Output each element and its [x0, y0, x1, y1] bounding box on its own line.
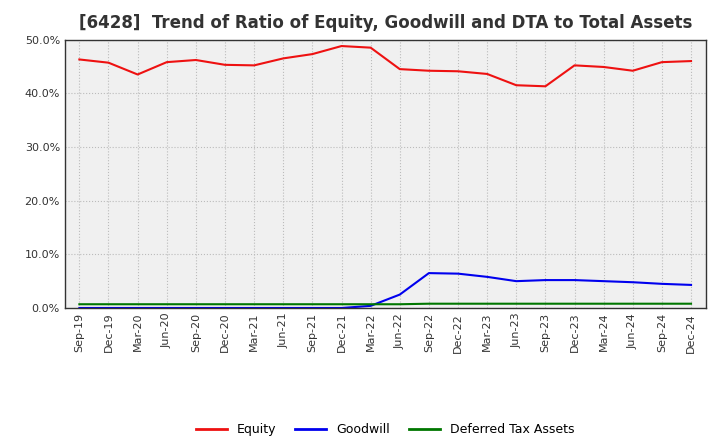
- Deferred Tax Assets: [133, 301, 142, 307]
- Line: Equity: Equity: [79, 46, 691, 86]
- Equity: [657, 59, 666, 65]
- Deferred Tax Assets: [366, 301, 375, 307]
- Deferred Tax Assets: [512, 301, 521, 306]
- Goodwill: [512, 279, 521, 284]
- Equity: [75, 57, 84, 62]
- Equity: [163, 59, 171, 65]
- Equity: [337, 44, 346, 49]
- Goodwill: [104, 305, 113, 311]
- Deferred Tax Assets: [308, 301, 317, 307]
- Equity: [133, 72, 142, 77]
- Equity: [192, 57, 200, 62]
- Goodwill: [163, 305, 171, 311]
- Deferred Tax Assets: [454, 301, 462, 306]
- Goodwill: [337, 305, 346, 311]
- Deferred Tax Assets: [104, 301, 113, 307]
- Goodwill: [75, 305, 84, 311]
- Equity: [599, 64, 608, 70]
- Equity: [425, 68, 433, 73]
- Goodwill: [657, 281, 666, 286]
- Equity: [250, 63, 258, 68]
- Goodwill: [541, 278, 550, 283]
- Equity: [279, 56, 287, 61]
- Goodwill: [220, 305, 229, 311]
- Equity: [104, 60, 113, 65]
- Goodwill: [250, 305, 258, 311]
- Equity: [395, 66, 404, 72]
- Goodwill: [599, 279, 608, 284]
- Line: Goodwill: Goodwill: [79, 273, 691, 308]
- Goodwill: [133, 305, 142, 311]
- Deferred Tax Assets: [220, 301, 229, 307]
- Equity: [454, 69, 462, 74]
- Deferred Tax Assets: [192, 301, 200, 307]
- Deferred Tax Assets: [599, 301, 608, 306]
- Deferred Tax Assets: [687, 301, 696, 306]
- Equity: [570, 63, 579, 68]
- Goodwill: [483, 274, 492, 279]
- Goodwill: [192, 305, 200, 311]
- Goodwill: [454, 271, 462, 276]
- Goodwill: [570, 278, 579, 283]
- Equity: [220, 62, 229, 67]
- Deferred Tax Assets: [570, 301, 579, 306]
- Deferred Tax Assets: [657, 301, 666, 306]
- Goodwill: [279, 305, 287, 311]
- Equity: [308, 51, 317, 57]
- Deferred Tax Assets: [395, 301, 404, 307]
- Equity: [629, 68, 637, 73]
- Goodwill: [629, 279, 637, 285]
- Equity: [687, 59, 696, 64]
- Goodwill: [425, 271, 433, 276]
- Equity: [483, 71, 492, 77]
- Equity: [512, 83, 521, 88]
- Deferred Tax Assets: [75, 301, 84, 307]
- Deferred Tax Assets: [541, 301, 550, 306]
- Deferred Tax Assets: [279, 301, 287, 307]
- Goodwill: [395, 292, 404, 297]
- Title: [6428]  Trend of Ratio of Equity, Goodwill and DTA to Total Assets: [6428] Trend of Ratio of Equity, Goodwil…: [78, 15, 692, 33]
- Equity: [541, 84, 550, 89]
- Equity: [366, 45, 375, 50]
- Goodwill: [366, 303, 375, 308]
- Goodwill: [687, 282, 696, 288]
- Deferred Tax Assets: [425, 301, 433, 306]
- Deferred Tax Assets: [163, 301, 171, 307]
- Legend: Equity, Goodwill, Deferred Tax Assets: Equity, Goodwill, Deferred Tax Assets: [191, 418, 580, 440]
- Deferred Tax Assets: [629, 301, 637, 306]
- Deferred Tax Assets: [337, 301, 346, 307]
- Deferred Tax Assets: [250, 301, 258, 307]
- Deferred Tax Assets: [483, 301, 492, 306]
- Goodwill: [308, 305, 317, 311]
